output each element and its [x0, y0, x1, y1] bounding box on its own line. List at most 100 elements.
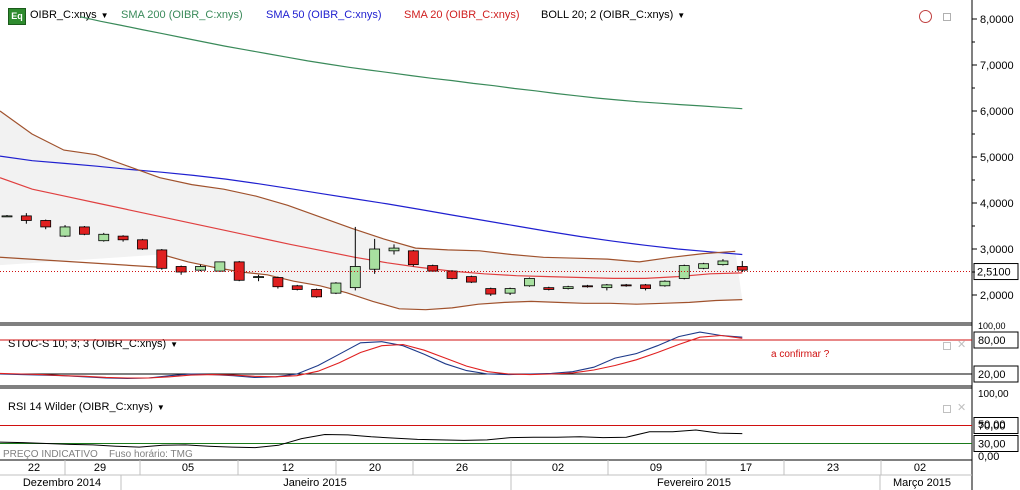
sma20-legend[interactable]: SMA 20 (OIBR_C:xnys): [404, 9, 520, 21]
symbol-selector[interactable]: OIBR_C:xnys ▼: [30, 9, 109, 21]
candle: [311, 289, 323, 298]
stoch-y-tick-label: 20,00: [978, 369, 1006, 381]
candle: [233, 261, 245, 281]
candle: [504, 288, 516, 294]
sma50-legend[interactable]: SMA 50 (OIBR_C:xnys): [266, 9, 382, 21]
sma200-legend[interactable]: SMA 200 (OIBR_C:xnys): [121, 9, 243, 21]
rsi-y-tick-label: 70,00: [978, 421, 1006, 433]
x-tick-label: 17: [740, 462, 752, 474]
stoch-k-line: [0, 331, 743, 380]
candle: [1, 215, 13, 218]
x-tick-label: 29: [94, 462, 106, 474]
month-label: Dezembro 2014: [23, 477, 101, 489]
y-tick-label: 6,0000: [980, 106, 1014, 118]
y-tick-box: [973, 331, 1019, 349]
candle: [485, 288, 497, 295]
timezone-note: Fuso horário: TMG: [109, 449, 193, 460]
candle: [620, 284, 632, 287]
y-tick-label: 7,0000: [980, 60, 1014, 72]
candle: [214, 261, 226, 272]
y-tick-label: 8,0000: [980, 14, 1014, 26]
x-tick-label: 02: [552, 462, 564, 474]
close-icon[interactable]: ✕: [957, 339, 967, 351]
stoch-label: STOC-S 10; 3; 3 (OIBR_C:xnys): [8, 338, 167, 350]
y-tick-box: [973, 435, 1019, 452]
close-icon[interactable]: ✕: [957, 402, 967, 414]
candle: [465, 276, 477, 283]
boll-label: BOLL 20; 2 (OIBR_C:xnys): [541, 9, 674, 21]
candle: [175, 266, 187, 273]
candle: [79, 226, 90, 235]
candle: [20, 215, 32, 221]
y-tick-box: [973, 365, 1019, 383]
month-label: Março 2015: [893, 477, 951, 489]
dropdown-caret-icon: ▼: [156, 403, 165, 412]
sma50-line: [0, 155, 743, 256]
candle: [446, 270, 458, 279]
bollinger-band-fill: [0, 111, 743, 310]
rsi-y-tick-label: 0,00: [978, 451, 999, 463]
candle: [427, 265, 439, 272]
candle: [659, 280, 671, 287]
candle: [407, 250, 419, 266]
stoch-annotation: a confirmar ?: [771, 349, 830, 360]
clock-icon[interactable]: [919, 10, 932, 23]
rsi-y-tick-label: 100,00: [978, 389, 1009, 400]
last-price-label: 2,5100: [977, 267, 1011, 279]
rsi-legend[interactable]: RSI 14 Wilder (OIBR_C:xnys) ▼: [8, 401, 165, 413]
candle: [562, 286, 574, 289]
sma200-line: [79, 16, 743, 110]
candle: [524, 278, 535, 287]
x-tick-label: 09: [650, 462, 662, 474]
candle: [640, 284, 651, 289]
bollinger-upper-line: [0, 110, 736, 263]
x-tick-label: 05: [182, 462, 194, 474]
restore-icon[interactable]: [943, 405, 951, 413]
candle: [349, 266, 361, 289]
dropdown-caret-icon: ▼: [677, 11, 686, 20]
y-tick-label: 2,0000: [980, 290, 1014, 302]
boll-legend[interactable]: BOLL 20; 2 (OIBR_C:xnys) ▼: [541, 9, 685, 21]
symbol-label: OIBR_C:xnys: [30, 9, 97, 21]
candle: [40, 220, 52, 228]
candle: [388, 247, 400, 252]
dropdown-caret-icon: ▼: [100, 11, 109, 20]
candle: [601, 284, 613, 289]
month-label: Janeiro 2015: [283, 477, 347, 489]
x-tick-label: 12: [282, 462, 294, 474]
candle: [369, 248, 381, 270]
x-tick-label: 22: [28, 462, 40, 474]
candle: [330, 282, 342, 294]
rsi-label: RSI 14 Wilder (OIBR_C:xnys): [8, 401, 153, 413]
stoch-d-line: [0, 334, 743, 379]
restore-icon[interactable]: [943, 13, 951, 21]
candle: [291, 285, 303, 290]
rsi-line: [0, 429, 743, 449]
stoch-y-tick-label: 80,00: [978, 335, 1006, 347]
candle: [137, 239, 148, 250]
x-tick-label: 23: [827, 462, 839, 474]
candle: [698, 263, 709, 269]
candle: [59, 226, 71, 237]
stoch-legend[interactable]: STOC-S 10; 3; 3 (OIBR_C:xnys) ▼: [8, 338, 178, 350]
candle: [582, 285, 593, 288]
y-tick-label: 4,0000: [980, 198, 1014, 210]
bollinger-lower-line: [0, 256, 162, 268]
candle: [98, 233, 110, 242]
candle: [117, 235, 129, 241]
y-tick-box: [973, 417, 1019, 434]
candle: [736, 266, 748, 271]
x-tick-label: 20: [369, 462, 381, 474]
candle: [156, 249, 168, 269]
eq-badge-icon: Eq: [8, 8, 26, 25]
price-note: PREÇO INDICATIVO: [3, 449, 98, 460]
restore-icon[interactable]: [943, 342, 951, 350]
candle: [543, 287, 555, 290]
bollinger-lower-line: [161, 253, 743, 311]
month-label: Fevereiro 2015: [657, 477, 731, 489]
candle: [717, 260, 729, 266]
x-tick-label: 02: [914, 462, 926, 474]
y-tick-label: 5,0000: [980, 152, 1014, 164]
rsi-y-tick-label: 30,00: [978, 439, 1006, 451]
